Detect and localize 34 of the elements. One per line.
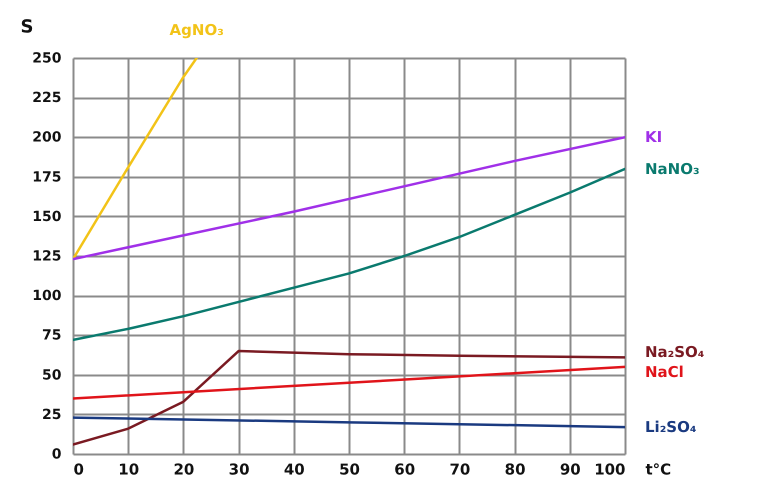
line-series	[73, 58, 198, 260]
y-tick-label: 175	[32, 169, 62, 186]
x-axis-title: t°C	[646, 460, 672, 478]
y-tick-label: 150	[32, 208, 62, 225]
x-tick-label: 0	[74, 460, 84, 478]
x-tick-label: 80	[504, 460, 526, 478]
series-label: NaCl	[645, 363, 684, 382]
y-tick-label: 25	[42, 406, 62, 423]
x-tick-label: 50	[339, 460, 360, 478]
y-tick-label: 250	[32, 50, 62, 66]
series-label: Li₂SO₄	[645, 418, 696, 436]
x-tick-label: 100	[594, 460, 626, 478]
series-label: NaNO₃	[645, 160, 700, 178]
x-tick-label: 10	[118, 460, 140, 478]
line-series	[73, 136, 625, 260]
y-tick-label: 0	[52, 446, 62, 462]
series-label: KI	[645, 128, 662, 146]
x-tick-label: 90	[560, 460, 581, 478]
y-tick-label: 100	[32, 288, 62, 304]
y-tick-label: 225	[32, 90, 62, 106]
series-label: Na₂SO₄	[645, 343, 704, 362]
y-tick-label: 50	[42, 367, 62, 384]
line-series	[73, 350, 625, 446]
series-label: AgNO₃	[170, 21, 224, 39]
x-tick-label: 20	[173, 460, 194, 478]
x-tick-label: 60	[394, 460, 416, 478]
x-tick-label: 30	[228, 460, 250, 478]
x-tick-label: 70	[449, 460, 470, 478]
line-series	[73, 168, 625, 342]
y-tick-label: 200	[32, 130, 62, 146]
y-tick-label: 75	[42, 328, 62, 344]
x-tick-label: 40	[284, 460, 305, 478]
y-tick-label: 125	[32, 248, 62, 264]
y-axis-title: S	[20, 16, 34, 38]
